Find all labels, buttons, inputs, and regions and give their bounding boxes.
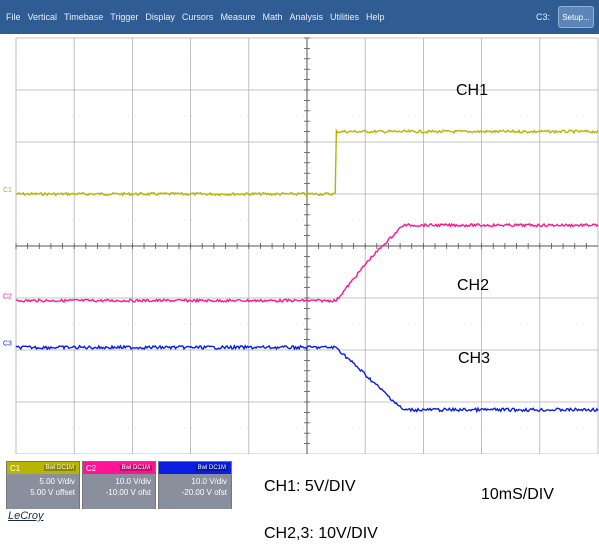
ch23-scale-annotation: CH2,3: 10V/DIV (264, 525, 378, 542)
ch1-label: CH1 (456, 82, 489, 99)
trace-c2 (15, 222, 599, 304)
volts-div: 5.00 V/div (39, 477, 75, 486)
menu-bar: File Vertical Timebase Trigger Display Cursor… (0, 0, 599, 34)
channel-marker-c3: C3 (3, 340, 12, 347)
offset: 5.00 V offset (30, 488, 75, 497)
timebase-annotation: 10mS/DIV (481, 486, 554, 503)
channel-box-header: C2 Bwl DC1M (83, 462, 155, 474)
menu-item-math[interactable]: Math (262, 12, 283, 22)
menu-item-trigger[interactable]: Trigger (110, 12, 139, 22)
channel-box-header: C1 Bwl DC1M (7, 462, 79, 474)
menu-item-file[interactable]: File (6, 12, 21, 22)
ch3-label: CH3 (458, 350, 491, 367)
graticule (15, 37, 599, 454)
offset: -10.00 V ofst (105, 488, 151, 497)
channel-name: C2 (86, 463, 97, 473)
offset: -20.00 V ofst (181, 488, 227, 497)
channel-box-c2[interactable]: C2 Bwl DC1M 10.0 V/div -10.00 V ofst (82, 461, 156, 509)
setup-button[interactable]: Setup... (558, 6, 594, 28)
ch1-scale-annotation: CH1: 5V/DIV (264, 478, 356, 495)
channel-indicator: C3: (536, 12, 551, 22)
channel-box-body: 5.00 V/div 5.00 V offset (7, 474, 79, 509)
channel-box-body: 10.0 V/div -10.00 V ofst (83, 474, 155, 509)
channel-tag: Bwl DC1M (43, 465, 76, 471)
channel-markers: C1 C2 C3 (3, 187, 12, 347)
menu-item-timebase[interactable]: Timebase (64, 12, 104, 22)
channel-box-c3[interactable]: Bwl DC1M 10.0 V/div -20.00 V ofst (158, 461, 232, 509)
traces (15, 128, 599, 414)
channel-tag: Bwl DC1M (119, 465, 152, 471)
scope-display: C1 C2 C3 (0, 34, 599, 454)
menu-item-vertical[interactable]: Vertical (27, 12, 58, 22)
trace-c3 (15, 344, 599, 414)
channel-marker-c2: C2 (3, 294, 12, 301)
volts-div: 10.0 V/div (115, 477, 151, 486)
channel-marker-c1: C1 (3, 187, 12, 194)
channel-box-body: 10.0 V/div -20.00 V ofst (159, 474, 231, 509)
channel-name: C1 (10, 463, 21, 473)
lecroy-logo: LeCroy (8, 510, 44, 522)
channel-box-header: Bwl DC1M (159, 462, 231, 474)
menu-item-help[interactable]: Help (366, 12, 385, 22)
trace-c1 (15, 128, 599, 197)
volts-div: 10.0 V/div (191, 477, 227, 486)
menu-item-display[interactable]: Display (145, 12, 175, 22)
menu-item-utilities[interactable]: Utilities (329, 12, 359, 22)
menu-items: File Vertical Timebase Trigger Display Cursor… (0, 12, 392, 22)
menu-item-analysis[interactable]: Analysis (289, 12, 323, 22)
menu-item-measure[interactable]: Measure (220, 12, 256, 22)
ch2-label: CH2 (457, 277, 490, 294)
channel-box-c1[interactable]: C1 Bwl DC1M 5.00 V/div 5.00 V offset (6, 461, 80, 509)
channel-tag: Bwl DC1M (195, 465, 228, 471)
menu-item-cursors[interactable]: Cursors (181, 12, 214, 22)
